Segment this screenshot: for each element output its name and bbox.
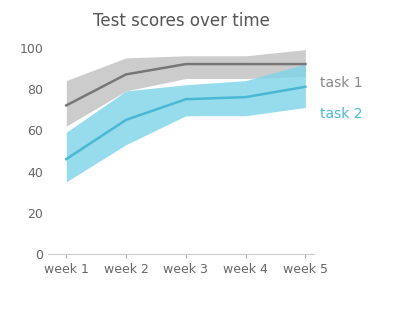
Text: task 1: task 1	[320, 76, 362, 90]
Text: task 2: task 2	[320, 107, 362, 121]
Title: Test scores over time: Test scores over time	[93, 12, 270, 30]
